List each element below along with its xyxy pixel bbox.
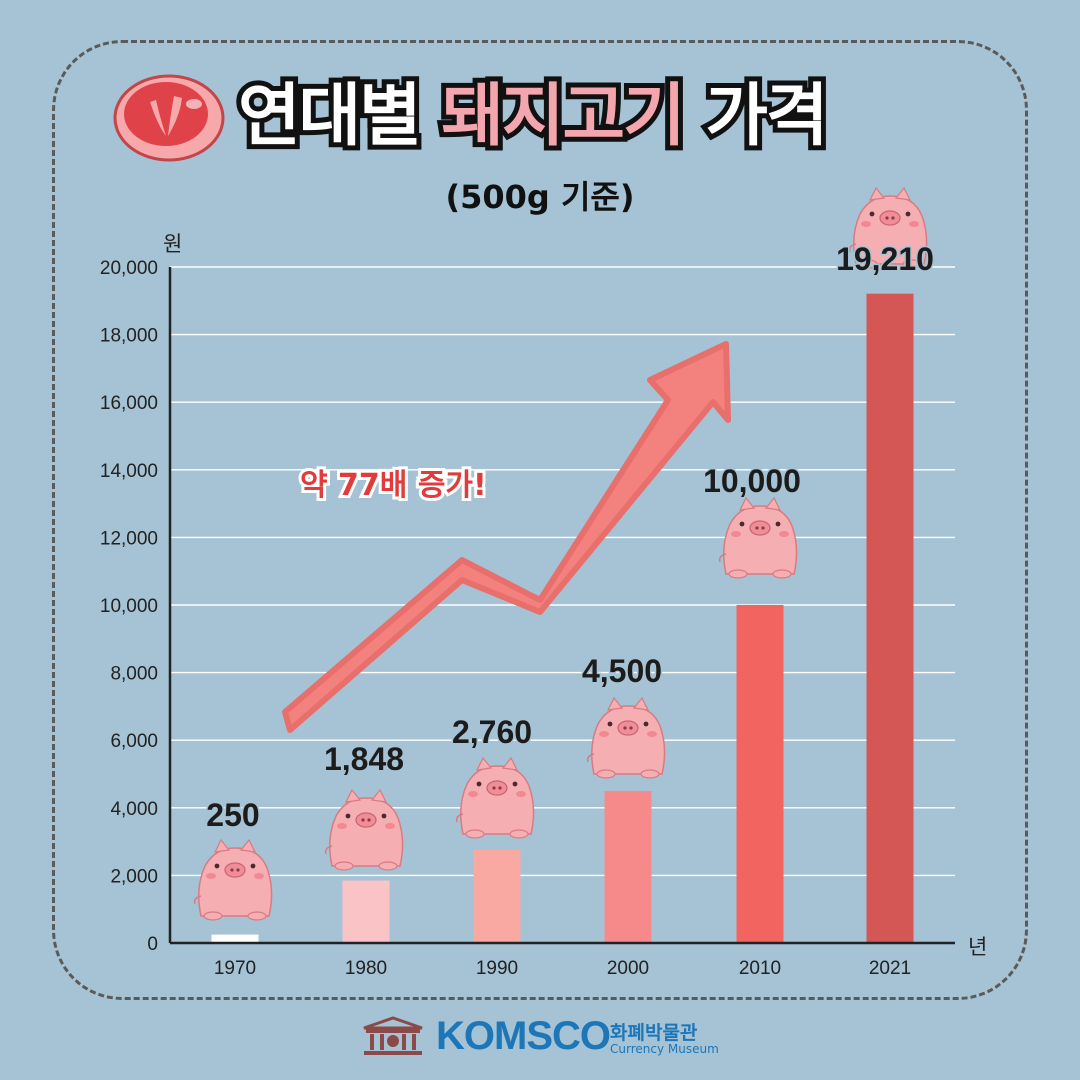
x-axis-label: 년 <box>968 935 987 959</box>
axes: 0 2,000 4,000 6,000 8,000 10,000 12,000 14,000 1… <box>100 232 987 979</box>
bar <box>342 880 390 943</box>
pig-icon <box>455 756 535 839</box>
trend-arrow-icon <box>282 341 731 733</box>
y-tick-label: 12,000 <box>100 528 158 549</box>
annotation-text: 약 77배 증가! <box>300 468 487 503</box>
bar <box>473 849 521 943</box>
y-tick-label: 18,000 <box>100 326 158 347</box>
data-label: 1,848 <box>324 741 404 777</box>
data-labels: 250 1,848 2,760 4,500 10,000 19,210 <box>205 240 936 835</box>
y-tick-label: 14,000 <box>100 461 158 482</box>
bar <box>604 790 652 943</box>
data-label: 4,500 <box>582 653 662 689</box>
brand-logo: KOMSCO <box>436 1014 611 1058</box>
pig-icon <box>193 838 273 921</box>
y-tick-label: 8,000 <box>110 664 158 685</box>
grid-lines <box>170 266 955 877</box>
data-label: 19,210 <box>836 241 934 277</box>
brand-korean: 화폐박물관 <box>610 1022 698 1044</box>
chart-subtitle: (500g 기준) <box>445 178 635 216</box>
pig-icon <box>586 696 666 779</box>
pigs <box>193 186 928 921</box>
pig-icon <box>324 788 404 871</box>
bars <box>211 293 914 943</box>
x-tick-label: 1980 <box>345 958 387 979</box>
x-tick-label: 2000 <box>607 958 649 979</box>
bar <box>736 605 784 943</box>
bar <box>211 934 259 943</box>
y-tick-label: 2,000 <box>110 866 158 887</box>
brand-english: Currency Museum <box>610 1042 719 1056</box>
x-tick-label: 2021 <box>869 958 911 979</box>
dashed-frame <box>52 40 1028 1000</box>
data-label: 2,760 <box>452 714 532 750</box>
y-tick-label: 16,000 <box>100 393 158 414</box>
pig-icon <box>848 186 928 269</box>
y-tick-label: 10,000 <box>100 596 158 617</box>
bar <box>866 293 914 943</box>
y-tick-label: 6,000 <box>110 731 158 752</box>
data-label: 10,000 <box>703 463 801 499</box>
x-tick-label: 1990 <box>476 958 518 979</box>
pork-meat-icon <box>113 74 225 162</box>
y-tick-label: 20,000 <box>100 258 158 279</box>
x-tick-label: 2010 <box>739 958 781 979</box>
museum-building-icon <box>363 1016 423 1055</box>
y-tick-label: 0 <box>147 934 158 955</box>
x-tick-label: 1970 <box>214 958 256 979</box>
y-axis-label: 원 <box>163 232 182 256</box>
data-label: 250 <box>206 797 259 833</box>
pig-icon <box>718 496 798 579</box>
y-tick-label: 4,000 <box>110 799 158 820</box>
page-title: 연대별 돼지고기 가격 <box>233 72 833 161</box>
